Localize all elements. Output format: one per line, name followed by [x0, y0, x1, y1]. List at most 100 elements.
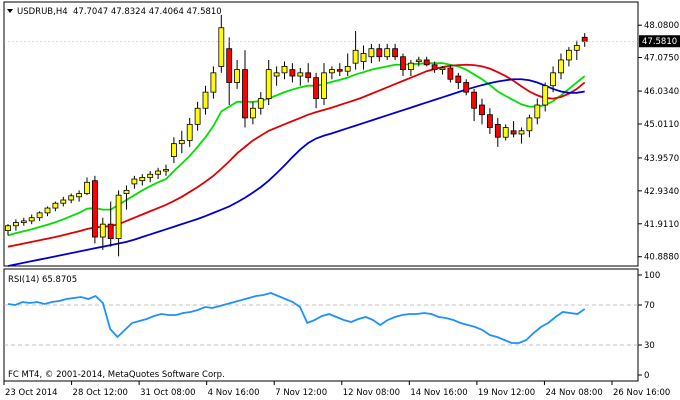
candle-body	[550, 72, 556, 87]
rsi-line	[7, 292, 586, 344]
rsi-tick-label: 70	[644, 301, 655, 311]
candle	[328, 66, 335, 80]
candle-body	[313, 77, 320, 99]
candle	[518, 127, 525, 144]
candle	[107, 201, 114, 247]
candle-body	[265, 69, 272, 99]
candle-body	[99, 223, 106, 238]
candle	[407, 59, 414, 77]
candle	[20, 217, 27, 226]
last-price-tag	[639, 35, 680, 48]
candle	[178, 130, 185, 154]
header: USDRUB,H4 47.7047 47.8324 47.4064 47.581…	[7, 7, 222, 17]
candle	[344, 53, 351, 77]
candle-body	[431, 64, 438, 71]
candle-body	[139, 177, 146, 182]
price-tick-label: 48.0800	[644, 21, 679, 31]
time-tick-label: 4 Nov 16:00	[208, 388, 260, 398]
candle-body	[155, 170, 162, 175]
time-tick-label: 7 Nov 12:00	[275, 388, 327, 398]
candle-body	[566, 49, 572, 61]
candle	[336, 63, 343, 77]
candle	[12, 219, 19, 231]
candle-body	[194, 107, 201, 125]
candle-body	[502, 127, 509, 138]
candle-body	[28, 217, 35, 222]
candle	[486, 108, 493, 134]
candle	[463, 79, 470, 96]
candle	[297, 68, 304, 86]
candle-body	[44, 207, 51, 214]
candle-body	[178, 140, 185, 145]
rsi-axis: 100 70 30 0	[638, 271, 660, 381]
candle-body	[368, 48, 375, 58]
candle-body	[344, 65, 351, 72]
copyright-label: FC MT4, © 2001-2014, MetaQuotes Software…	[8, 370, 225, 380]
candle-body	[115, 194, 122, 240]
candle	[249, 101, 256, 125]
candle	[526, 114, 533, 138]
candles	[5, 14, 588, 257]
candle-body	[210, 72, 217, 93]
candle-body	[439, 67, 446, 71]
candle-body	[218, 27, 225, 67]
candle	[163, 164, 169, 176]
rsi-tick-label: 30	[644, 341, 655, 351]
candle	[510, 121, 517, 138]
candle-body	[463, 82, 470, 93]
candle	[218, 14, 225, 73]
candle-body	[226, 48, 233, 83]
candle	[202, 85, 209, 115]
candle-body	[392, 48, 399, 58]
candle-body	[36, 212, 43, 219]
candle-body	[407, 62, 414, 71]
candle-body	[281, 65, 288, 74]
rsi-levels	[4, 304, 638, 346]
price-tick-label: 42.9340	[644, 187, 679, 197]
time-tick-label: 26 Nov 16:00	[613, 388, 670, 398]
candle	[289, 63, 296, 83]
candle	[431, 61, 438, 73]
candle-body	[328, 69, 335, 74]
candle	[471, 88, 478, 122]
candle-body	[242, 69, 248, 119]
candle-body	[526, 117, 533, 132]
time-tick-label: 14 Nov 16:00	[410, 388, 467, 398]
candle	[147, 171, 154, 183]
candle	[384, 43, 391, 60]
price-axis: 48.0800 47.0750 46.0340 45.0110 43.9570 42.93…	[4, 21, 680, 263]
candle-body	[415, 59, 422, 62]
candle-body	[581, 36, 588, 42]
candle-body	[352, 49, 359, 64]
candle	[415, 56, 422, 67]
candle-body	[186, 123, 193, 141]
price-tick-label: 41.9110	[644, 220, 679, 230]
candle-body	[297, 72, 304, 77]
candle	[60, 196, 67, 207]
candle	[115, 190, 122, 257]
time-tick-label: 24 Nov 08:00	[545, 388, 602, 398]
candle-body	[202, 91, 209, 109]
candle-body	[376, 48, 383, 58]
candle-body	[486, 114, 493, 128]
candle	[234, 59, 241, 89]
candle-body	[163, 169, 169, 172]
candle-body	[534, 104, 541, 119]
candle	[368, 43, 375, 64]
candle	[542, 82, 549, 112]
candle	[92, 175, 98, 244]
candle-body	[147, 173, 154, 178]
candle-body	[573, 45, 580, 51]
candle	[265, 59, 272, 106]
candle-body	[305, 72, 312, 79]
candle	[305, 63, 312, 83]
rsi-series-line	[7, 292, 586, 344]
price-tick-label: 45.0110	[644, 120, 679, 130]
candle	[226, 37, 233, 106]
candle	[573, 40, 580, 60]
candle	[423, 56, 430, 67]
candle-body	[84, 181, 90, 194]
price-tick-label: 43.9570	[644, 154, 679, 164]
candle	[281, 61, 288, 80]
